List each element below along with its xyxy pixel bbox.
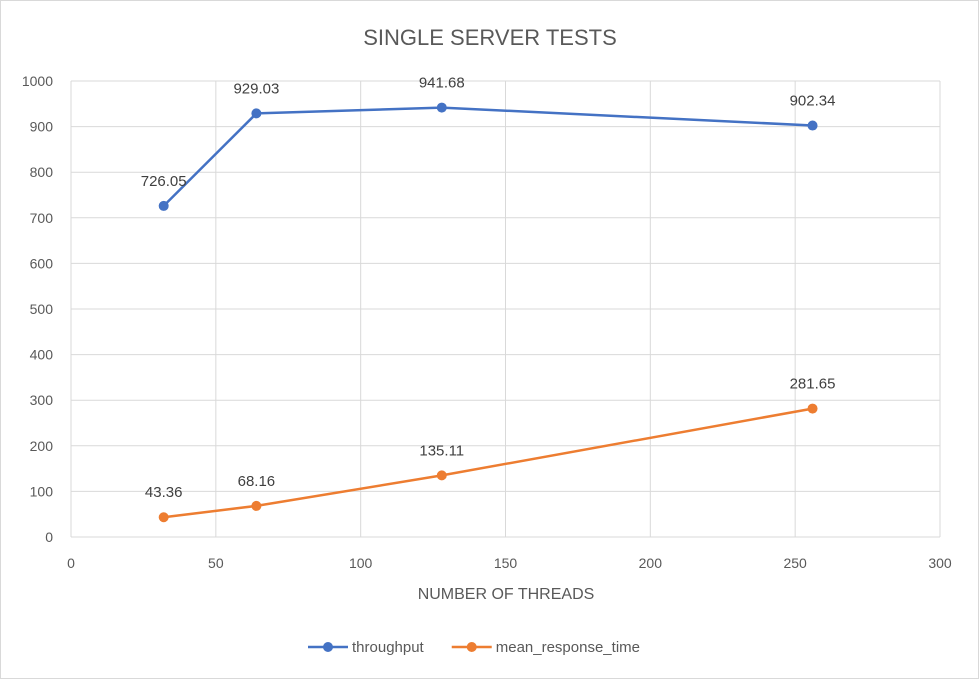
data-point-throughput bbox=[251, 108, 262, 119]
y-tick-label: 0 bbox=[45, 529, 53, 545]
gridlines bbox=[70, 80, 941, 538]
legend-marker bbox=[466, 642, 477, 652]
legend-marker bbox=[323, 642, 333, 652]
x-tick-label: 0 bbox=[67, 555, 75, 571]
data-label-throughput: 941.68 bbox=[419, 75, 465, 92]
data-label-throughput: 902.34 bbox=[790, 93, 836, 110]
data-label-mean_response_time: 281.65 bbox=[790, 376, 836, 393]
y-tick-label: 800 bbox=[30, 164, 54, 180]
y-tick-label: 900 bbox=[30, 119, 54, 135]
legend-item-mean_response_time: mean_response_time bbox=[451, 639, 640, 656]
data-point-mean_response_time bbox=[436, 470, 447, 481]
y-tick-label: 300 bbox=[30, 392, 54, 408]
data-point-mean_response_time bbox=[158, 512, 169, 523]
y-tick-label: 100 bbox=[30, 483, 54, 499]
legend-item-throughput: throughput bbox=[308, 639, 425, 656]
chart-title: SINGLE SERVER TESTS bbox=[363, 25, 617, 50]
y-tick-label: 1000 bbox=[22, 73, 53, 89]
y-tick-label: 700 bbox=[30, 210, 54, 226]
data-point-mean_response_time bbox=[807, 403, 818, 414]
y-axis: 0 100 200 300 400 500 600 700 800 900 1000 bbox=[22, 73, 53, 545]
legend: throughput mean_response_time bbox=[308, 639, 640, 656]
x-tick-label: 250 bbox=[783, 555, 807, 571]
y-tick-label: 400 bbox=[30, 347, 54, 363]
x-axis: 0 50 100 150 200 250 300 bbox=[67, 555, 952, 571]
data-point-throughput bbox=[807, 120, 818, 131]
data-point-throughput bbox=[158, 200, 169, 211]
data-label-mean_response_time: 68.16 bbox=[238, 473, 276, 490]
series-line-throughput bbox=[162, 106, 813, 207]
y-tick-label: 200 bbox=[30, 438, 54, 454]
data-label-mean_response_time: 135.11 bbox=[419, 442, 464, 459]
data-point-throughput bbox=[436, 102, 447, 113]
data-point-mean_response_time bbox=[251, 500, 262, 511]
x-tick-label: 100 bbox=[349, 555, 373, 571]
legend-label: throughput bbox=[352, 639, 425, 656]
y-tick-label: 600 bbox=[30, 255, 54, 271]
series-layer: 726.05 929.03 941.68 902.34 43.36 68.16 135.11… bbox=[141, 75, 836, 523]
series-line-mean_response_time bbox=[163, 407, 813, 519]
x-tick-label: 200 bbox=[639, 555, 663, 571]
legend-label: mean_response_time bbox=[496, 639, 640, 656]
data-label-throughput: 929.03 bbox=[233, 80, 279, 97]
x-tick-label: 300 bbox=[928, 555, 952, 571]
data-label-throughput: 726.05 bbox=[141, 173, 187, 190]
x-tick-label: 150 bbox=[494, 555, 518, 571]
y-tick-label: 500 bbox=[30, 301, 54, 317]
x-axis-title: NUMBER OF THREADS bbox=[418, 586, 595, 603]
x-tick-label: 50 bbox=[208, 555, 224, 571]
data-label-mean_response_time: 43.36 bbox=[145, 484, 183, 501]
